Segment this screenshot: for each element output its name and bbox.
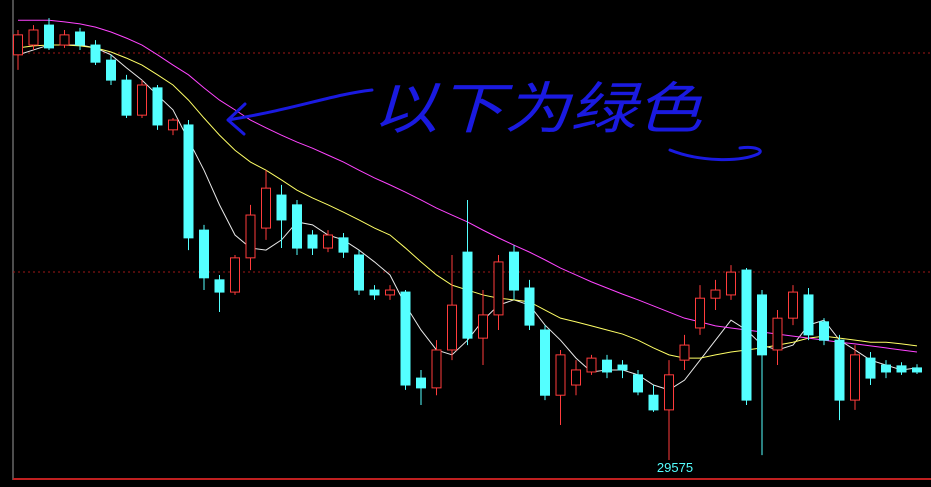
candle-body: [416, 377, 426, 389]
candle-body: [757, 294, 767, 356]
candle-body: [245, 214, 256, 259]
candle-body: [44, 24, 54, 49]
candle-body: [307, 234, 318, 249]
candle-body: [137, 84, 147, 116]
candle-body: [462, 251, 473, 339]
candle-body: [648, 394, 659, 411]
candle-body: [633, 374, 643, 393]
candle-body: [152, 87, 163, 126]
candle-body: [385, 289, 395, 296]
candle-body: [276, 194, 287, 221]
candle-body: [617, 364, 628, 371]
candle-body: [400, 291, 411, 386]
candle-body: [788, 291, 798, 319]
candle-body: [602, 359, 612, 373]
candle-body: [834, 339, 845, 401]
candle-body: [896, 365, 907, 373]
note-text: 以下为绿色: [372, 77, 703, 142]
candle-body: [524, 287, 535, 326]
candle-body: [881, 364, 891, 373]
candle-body: [912, 367, 922, 373]
candle-body: [710, 289, 721, 299]
candle-body: [586, 357, 597, 373]
candle-body: [555, 354, 566, 396]
candle-body: [431, 349, 442, 389]
candle-body: [199, 229, 209, 279]
candle-body: [478, 314, 488, 339]
candle-body: [75, 31, 85, 46]
candle-body: [106, 59, 116, 81]
candle-body: [509, 251, 519, 291]
candle-body: [369, 289, 380, 296]
candle-body: [540, 329, 550, 396]
plot: 3065929575: [13, 18, 922, 475]
candle-body: [90, 44, 101, 63]
candle-body: [183, 124, 194, 239]
candle-body: [695, 297, 705, 329]
candle-body: [772, 317, 783, 351]
candle-body: [741, 269, 752, 401]
candle-body: [28, 29, 39, 46]
candle-body: [865, 357, 876, 379]
candle-body: [819, 321, 829, 341]
candle-body: [59, 34, 70, 46]
candle-body: [850, 354, 860, 401]
note-arrow: [226, 88, 762, 162]
candle-body: [214, 279, 225, 293]
candle-body: [664, 374, 674, 411]
candle-body: [323, 234, 333, 249]
candle-body: [571, 369, 581, 386]
candle-body: [447, 304, 457, 351]
handwritten-note: 以下为绿色: [226, 77, 762, 162]
candle-body: [261, 187, 271, 229]
candle-body: [803, 294, 814, 336]
candle-body: [493, 261, 504, 316]
low-label: 29575: [657, 460, 693, 475]
candle-body: [726, 271, 736, 296]
candle-body: [354, 254, 364, 291]
candle-body: [679, 344, 690, 361]
candle-body: [121, 79, 132, 116]
candle-body: [292, 204, 302, 249]
candle-body: [338, 237, 349, 253]
candle-body: [13, 34, 23, 56]
candle-body: [230, 257, 240, 293]
candle-body: [168, 119, 178, 131]
